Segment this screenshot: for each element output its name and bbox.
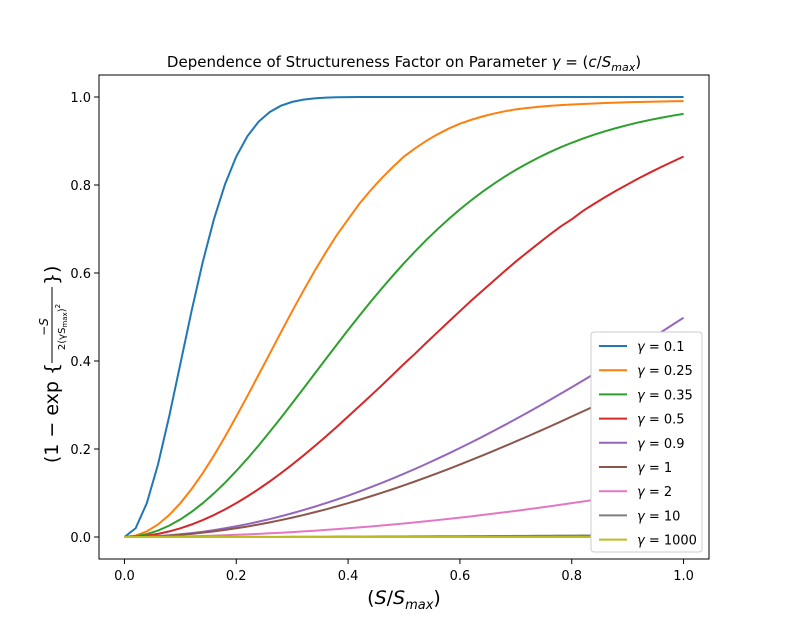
legend-label: γ = 0.9 xyxy=(637,437,685,452)
legend-label: γ = 0.1 xyxy=(637,340,685,355)
y-label-prefix: (1 − exp xyxy=(41,381,63,463)
series-line-4 xyxy=(124,316,685,538)
legend-label: γ = 0.25 xyxy=(637,364,693,379)
y-tick-label: 0.0 xyxy=(70,531,91,546)
y-axis-label: (1 − exp { −S 2(γSmax)2 } ) xyxy=(37,266,69,464)
x-tick-label: 1.0 xyxy=(673,569,694,584)
x-axis-ticks: 0.0 0.2 0.4 0.6 0.8 1.0 xyxy=(114,559,694,584)
plot-area xyxy=(98,74,710,560)
y-label-numerator: −S xyxy=(37,318,51,336)
legend: γ = 0.1 γ = 0.25 γ = 0.35 γ = 0.5 γ = 0.9 γ =… xyxy=(590,331,703,553)
legend-label: γ = 10 xyxy=(637,509,680,524)
series-line-0 xyxy=(123,96,684,538)
x-axis-label: (S/Smax) xyxy=(367,587,441,613)
x-tick-label: 0.0 xyxy=(114,569,135,584)
legend-label: γ = 0.35 xyxy=(637,388,693,403)
x-tick-label: 0.8 xyxy=(561,569,582,584)
series-line-3 xyxy=(124,155,684,538)
x-tick-label: 0.2 xyxy=(226,569,247,584)
legend-frame xyxy=(590,331,703,553)
y-label-brace-close: } xyxy=(41,273,63,285)
series-line-5 xyxy=(124,362,685,538)
y-tick-label: 0.4 xyxy=(70,355,91,370)
y-label-denominator: 2(γSmax)2 xyxy=(54,304,69,350)
y-tick-label: 1.0 xyxy=(70,91,91,106)
y-tick-label: 0.8 xyxy=(70,179,91,194)
series-line-2 xyxy=(124,112,684,538)
legend-label: γ = 1000 xyxy=(637,534,697,549)
chart-title: Dependence of Structureness Factor on Pa… xyxy=(167,53,641,74)
series-group xyxy=(123,96,685,538)
y-axis-ticks: 0.0 0.2 0.4 0.6 0.8 1.0 xyxy=(70,91,99,546)
x-tick-label: 0.6 xyxy=(450,569,471,584)
y-tick-label: 0.2 xyxy=(70,443,91,458)
legend-label: γ = 2 xyxy=(637,485,672,500)
y-tick-label: 0.6 xyxy=(70,267,91,282)
y-label-suffix: ) xyxy=(41,266,63,273)
series-line-1 xyxy=(124,100,684,538)
y-label-brace-open: { xyxy=(41,363,63,375)
legend-label: γ = 1 xyxy=(637,461,672,476)
axes-frame xyxy=(98,74,710,560)
series-line-6 xyxy=(124,484,684,538)
legend-label: γ = 0.5 xyxy=(637,413,685,428)
x-tick-label: 0.4 xyxy=(338,569,359,584)
